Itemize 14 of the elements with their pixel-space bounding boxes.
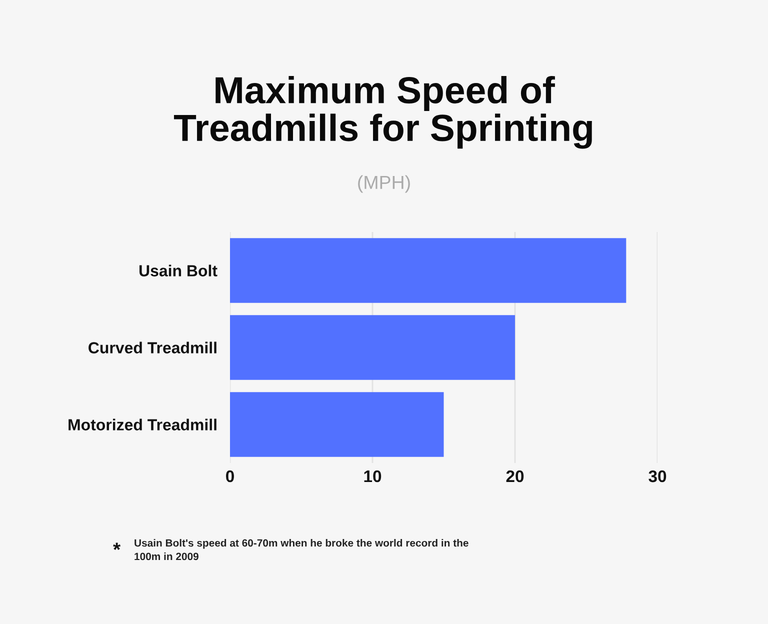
x-tick-label: 0	[226, 470, 234, 482]
bar	[230, 392, 444, 457]
chart-subtitle: (MPH)	[358, 175, 410, 193]
x-tick-label: 30	[648, 470, 666, 482]
text: *	[113, 542, 121, 550]
text: Usain Bolt's speed at 60-70m when he broke the world record in the 100m in 2009	[134, 539, 468, 560]
y-tick-label: Usain Bolt	[139, 264, 218, 276]
y-tick-label: Motorized Treadmill	[68, 418, 216, 430]
bar	[230, 238, 626, 303]
x-tick-label: 20	[506, 470, 524, 482]
chart-title: Maximum Speed of Treadmills for Sprinting	[174, 76, 592, 149]
bar	[230, 315, 515, 380]
x-tick-label: 10	[364, 470, 382, 482]
y-tick-label: Curved Treadmill	[88, 342, 216, 354]
